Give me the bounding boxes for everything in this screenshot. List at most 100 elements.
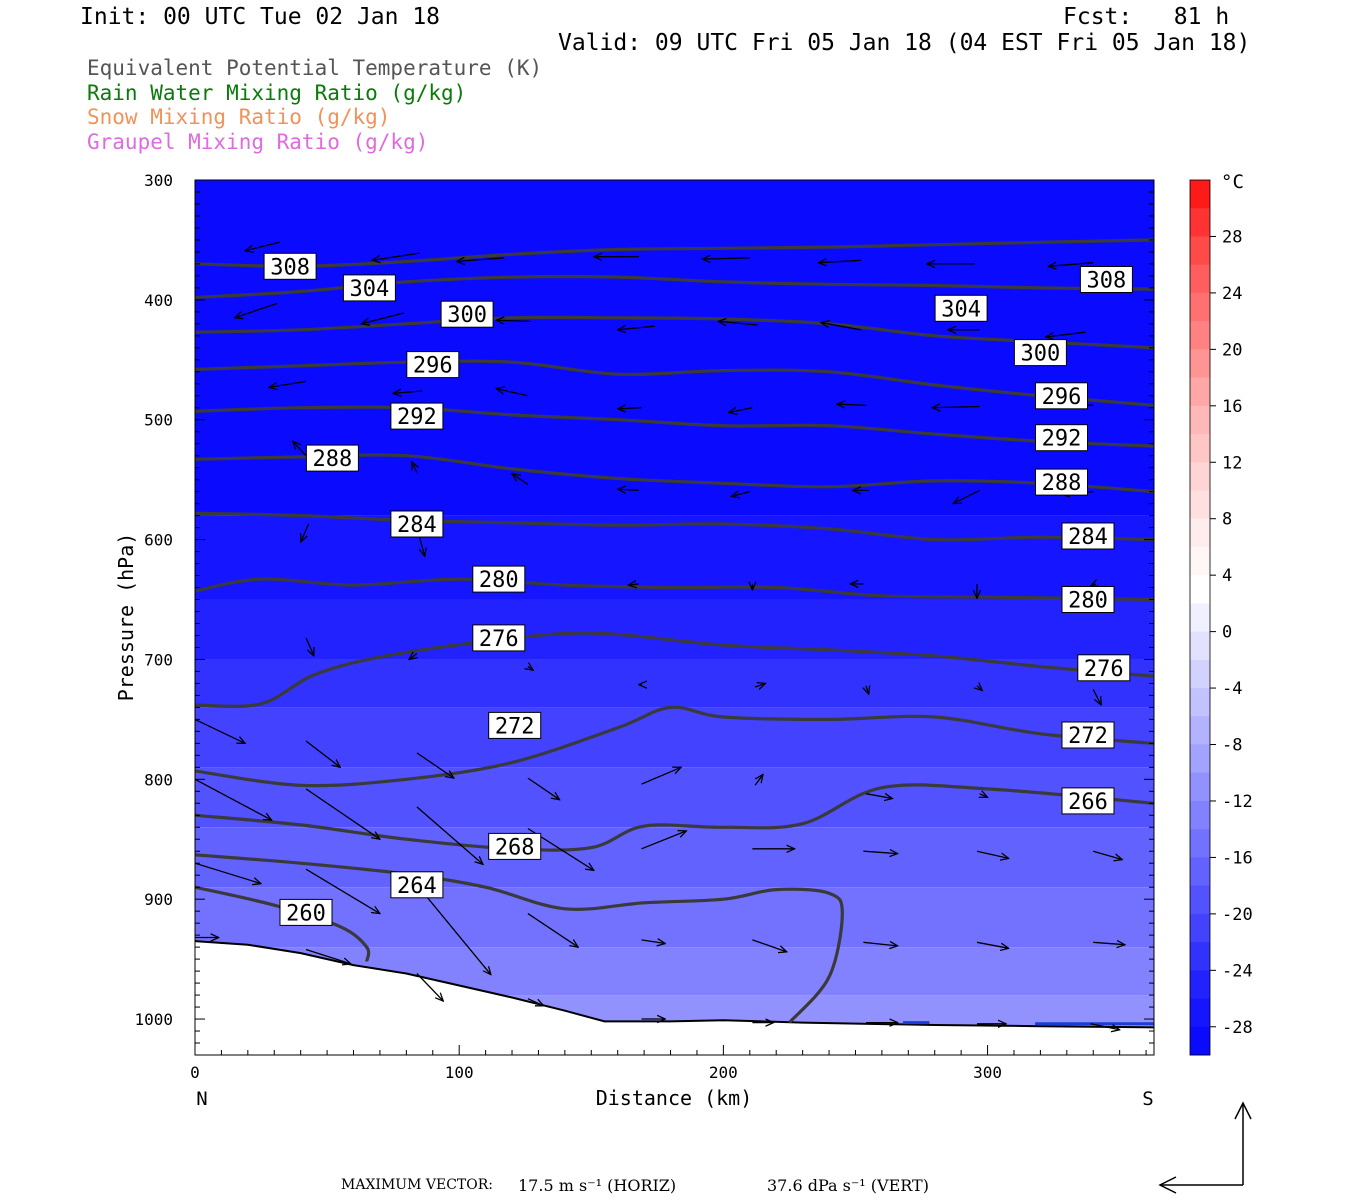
valid-time: Valid: 09 UTC Fri 05 Jan 18 (04 EST Fri … (558, 30, 1251, 56)
temperature-band-5 (195, 767, 1154, 828)
contour-label-text: 308 (1087, 269, 1127, 294)
wind-vector (932, 407, 980, 408)
colorbar-swatch (1190, 772, 1210, 802)
contour-label-text: 300 (1021, 342, 1061, 367)
contour-label-text: 288 (1042, 471, 1082, 496)
wind-vector (628, 584, 639, 585)
max-vector-vert: 37.6 dPa s⁻¹ (VERT) (767, 1176, 929, 1195)
wind-vector (1048, 263, 1094, 267)
colorbar-swatch (1190, 603, 1210, 633)
colorbar-swatch (1190, 321, 1210, 350)
wind-vector (1093, 942, 1125, 944)
colorbar-swatch (1190, 490, 1210, 520)
legend-title-0: Equivalent Potential Temperature (K) (87, 56, 543, 80)
wind-vector (416, 806, 483, 865)
wind-vector (729, 408, 753, 413)
wind-vector (301, 523, 310, 542)
wind-vector (393, 391, 423, 393)
contour-label-308: 308 (263, 252, 317, 280)
wind-vector (865, 794, 893, 799)
x-tick-label: 0 (190, 1063, 200, 1082)
contour-label-box (390, 402, 444, 430)
theta-e-contour-268 (195, 783, 1154, 852)
y-tick-label: 500 (144, 411, 173, 430)
colorbar-swatch (1190, 434, 1210, 463)
contour-label-box (1061, 787, 1115, 815)
theta-e-contour-272 (195, 705, 1154, 788)
wind-vector (718, 321, 758, 325)
wind-vector (976, 850, 1009, 858)
contour-label-box (390, 510, 444, 538)
contour-label-276: 276 (472, 624, 526, 652)
colorbar-tick-label: 8 (1222, 510, 1232, 530)
colorbar-swatch (1190, 264, 1210, 294)
wind-vector (1092, 689, 1101, 705)
colorbar-tick-label: -24 (1222, 961, 1253, 981)
wind-vector (496, 389, 529, 397)
colorbar-tick-label: 12 (1222, 453, 1242, 473)
wind-vector (863, 942, 897, 946)
max-vector-horiz: 17.5 m s⁻¹ (HORIZ) (518, 1176, 677, 1195)
temperature-band-7 (195, 887, 1154, 948)
colorbar-tick-label: 20 (1222, 340, 1242, 360)
axes: 300 400 500 600 700 800 900 1000 0 100 200 300 (134, 171, 1154, 1082)
y-axis-label: Pressure (hPa) (114, 533, 138, 702)
contour-label-268: 268 (488, 832, 542, 860)
contour-label-276: 276 (1077, 654, 1131, 682)
contour-label-260: 260 (279, 898, 333, 926)
contour-label-text: 268 (495, 835, 535, 860)
colorbar-swatch (1190, 744, 1210, 774)
contour-label-text: 284 (397, 513, 437, 538)
colorbar-tick-label: -8 (1222, 736, 1242, 756)
colorbar-tick-label: 16 (1222, 397, 1242, 417)
max-vector-label: MAXIMUM VECTOR: (341, 1177, 493, 1193)
contour-label-text: 280 (479, 568, 519, 593)
contour-label-box (1061, 721, 1115, 749)
colorbar-swatch (1190, 998, 1210, 1028)
wind-vector (754, 683, 766, 687)
contour-label-text: 260 (286, 901, 326, 926)
theta-e-contour-308 (195, 238, 1154, 268)
contour-label-266: 266 (1061, 787, 1115, 815)
wind-vector (195, 778, 272, 820)
colorbar-tick-label: -28 (1222, 1018, 1253, 1038)
contour-label-box (1077, 654, 1131, 682)
wind-vector (754, 775, 763, 786)
wind-vector (195, 718, 245, 743)
theta-e-contour-276 (195, 631, 1154, 708)
colorbar-tick-label: -20 (1222, 905, 1253, 925)
colorbar-swatch (1190, 518, 1210, 548)
wind-vector (372, 252, 420, 260)
contour-label-text: 308 (270, 255, 310, 280)
contour-label-text: 266 (1068, 790, 1108, 815)
colorbar-tick-label: 24 (1222, 284, 1242, 304)
init-time: Init: 00 UTC Tue 02 Jan 18 (80, 4, 441, 30)
contour-label-box (342, 274, 396, 302)
colorbar-swatch (1190, 913, 1210, 943)
contour-label-box (1035, 424, 1088, 452)
x-tick-label: 100 (445, 1063, 474, 1082)
contour-label-box (472, 624, 526, 652)
wind-vector (195, 862, 261, 883)
wind-vector (416, 752, 454, 778)
wind-vector (1091, 584, 1096, 586)
wind-vector (863, 851, 897, 853)
contour-label-284: 284 (1061, 522, 1115, 550)
colorbar-swatch (1190, 575, 1210, 604)
theta-e-contour-264 (195, 853, 844, 1024)
contour-labels: 308 304 300 296 292 288 284 280 276 272 268 264 260 3… (263, 252, 1133, 926)
forecast-hour: Fcst: 81 h (1063, 4, 1230, 30)
x-tick-label: 300 (973, 1063, 1002, 1082)
contour-label-text: 284 (1068, 525, 1108, 550)
y-tick-label: 800 (144, 770, 173, 789)
contour-label-box (934, 294, 988, 322)
contour-label-text: 304 (350, 277, 390, 302)
wind-vector (821, 323, 861, 331)
colorbar-swatch (1190, 236, 1210, 266)
colorbar-swatch (1190, 292, 1210, 322)
wind-vector (245, 241, 280, 250)
colorbar-tick-label: 28 (1222, 227, 1242, 247)
contour-label-text: 272 (1068, 724, 1108, 749)
wind-vector (1093, 850, 1122, 859)
temperature-band-3 (195, 659, 1154, 708)
